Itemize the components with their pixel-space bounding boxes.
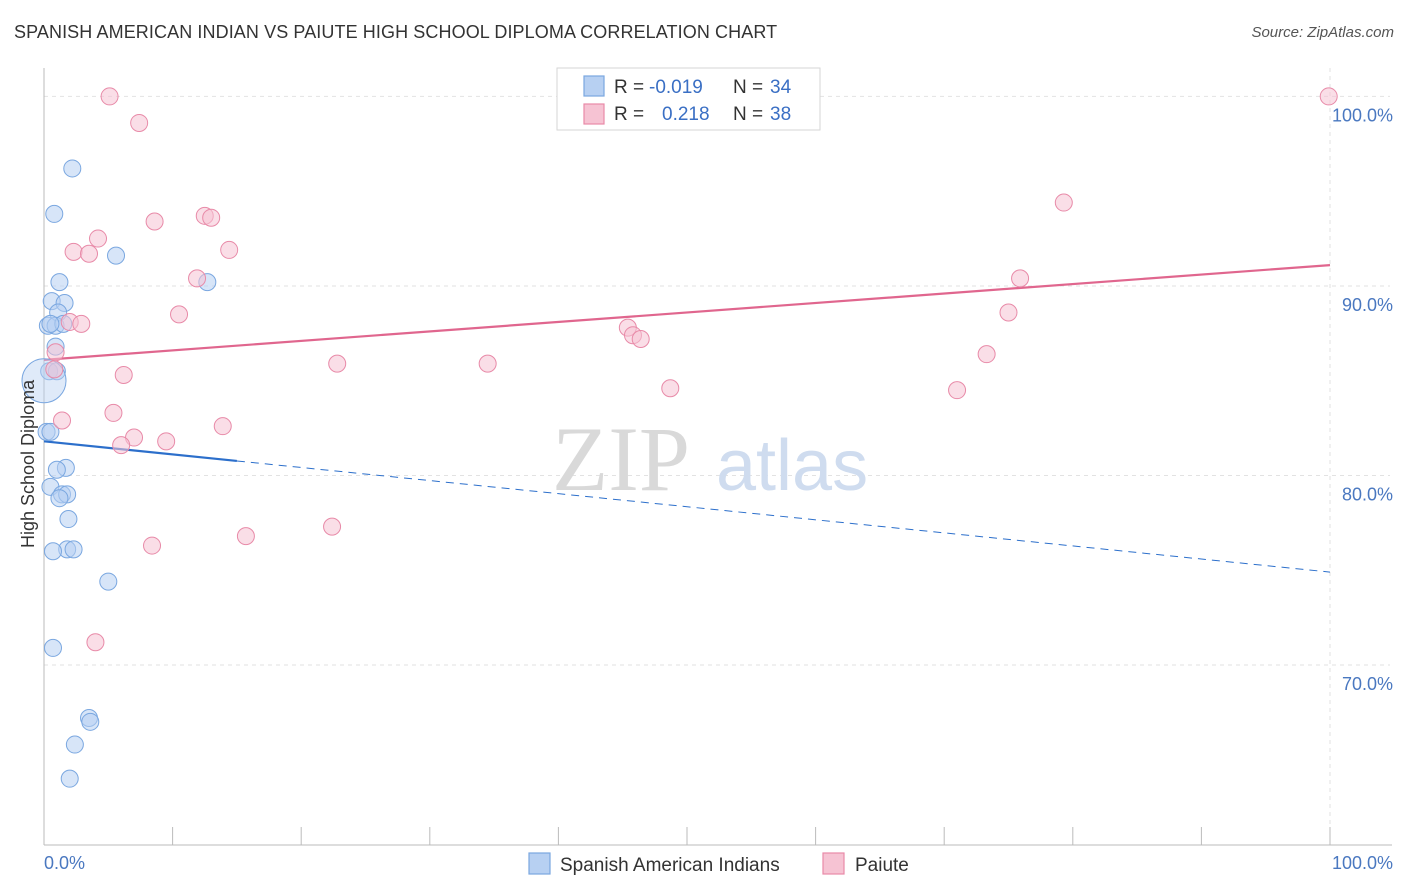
point-spanish-american-indians	[45, 204, 64, 223]
point-spanish-american-indians	[41, 314, 60, 333]
point-spanish-american-indians	[50, 489, 69, 508]
legend-n-value: 34	[770, 77, 792, 98]
point-paiute	[72, 314, 91, 333]
legend-swatch-pink	[583, 103, 605, 125]
point-paiute	[89, 229, 108, 248]
point-paiute	[130, 113, 149, 132]
bottom-legend-swatch-pink	[822, 852, 845, 875]
point-paiute	[157, 432, 176, 451]
bottom-legend-label-paiute: Paiute	[855, 855, 909, 876]
x-tick-label: 0.0%	[44, 853, 85, 873]
trend-line-spanish-american-indians-extrapolated	[236, 460, 1331, 573]
point-spanish-american-indians	[44, 542, 63, 561]
y-axis-title: High School Diploma	[18, 379, 38, 548]
point-paiute	[188, 269, 207, 288]
point-paiute	[170, 305, 189, 324]
watermark: ZIP atlas	[552, 408, 868, 510]
point-paiute	[202, 208, 221, 227]
y-tick-label: 80.0%	[1342, 484, 1393, 504]
point-spanish-american-indians	[65, 735, 84, 754]
point-paiute	[145, 212, 164, 231]
legend-n-value: 38	[770, 104, 791, 125]
point-paiute	[46, 343, 65, 362]
bottom-legend-label-spanish-american-indians: Spanish American Indians	[560, 855, 780, 876]
point-paiute	[977, 345, 996, 364]
trend-lines	[43, 263, 1331, 573]
point-paiute	[220, 240, 239, 259]
point-spanish-american-indians	[81, 712, 100, 731]
point-paiute	[104, 403, 123, 422]
point-spanish-american-indians	[60, 769, 79, 788]
legend-r-label: R =	[614, 104, 644, 125]
legend-r-value: -0.019	[649, 77, 703, 98]
point-paiute	[86, 633, 105, 652]
point-paiute	[948, 381, 967, 400]
point-paiute	[236, 527, 255, 546]
point-paiute	[143, 536, 162, 555]
point-paiute	[100, 87, 119, 106]
watermark-atlas: atlas	[716, 426, 868, 506]
point-spanish-american-indians	[41, 422, 60, 441]
bottom-legend-swatch-blue	[528, 852, 551, 875]
stats-legend: R = -0.019 N = 34 R = 0.218 N = 38	[556, 67, 821, 131]
series-legend: Spanish American Indians Paiute	[528, 852, 909, 876]
y-tick-label: 90.0%	[1342, 295, 1393, 315]
point-paiute	[328, 354, 347, 373]
point-paiute	[631, 330, 650, 349]
point-paiute	[45, 360, 64, 379]
point-spanish-american-indians	[99, 572, 118, 591]
point-spanish-american-indians	[44, 638, 63, 657]
y-tick-label: 70.0%	[1342, 674, 1393, 694]
data-points	[21, 87, 1338, 788]
point-paiute	[1319, 87, 1338, 106]
point-paiute	[1054, 193, 1073, 212]
point-paiute	[661, 379, 680, 398]
x-tick-labels: 0.0% 100.0%	[44, 853, 1393, 873]
legend-r-value: 0.218	[662, 104, 710, 125]
point-spanish-american-indians	[50, 273, 69, 292]
axes	[43, 68, 1392, 846]
point-paiute	[213, 417, 232, 436]
point-paiute	[478, 354, 497, 373]
point-paiute	[80, 244, 99, 263]
point-paiute	[114, 366, 133, 385]
point-paiute	[112, 436, 131, 455]
point-spanish-american-indians	[47, 460, 66, 479]
point-paiute	[999, 303, 1018, 322]
legend-n-label: N =	[733, 77, 763, 98]
point-spanish-american-indians	[64, 540, 83, 559]
point-paiute	[64, 242, 83, 261]
y-tick-label: 100.0%	[1332, 105, 1393, 125]
watermark-zip: ZIP	[552, 408, 690, 510]
point-paiute	[323, 517, 342, 536]
point-spanish-american-indians	[107, 246, 126, 265]
point-paiute	[1011, 269, 1030, 288]
point-spanish-american-indians	[59, 510, 78, 529]
y-tick-labels: 70.0% 80.0% 90.0% 100.0%	[1332, 105, 1393, 694]
trend-line-paiute	[43, 263, 1331, 361]
x-tick-label: 100.0%	[1332, 853, 1393, 873]
point-paiute	[53, 411, 72, 430]
point-spanish-american-indians	[63, 159, 82, 178]
legend-n-label: N =	[733, 104, 763, 125]
source-label: Source: ZipAtlas.com	[1251, 24, 1394, 41]
chart-title: SPANISH AMERICAN INDIAN VS PAIUTE HIGH S…	[14, 22, 778, 42]
legend-r-label: R =	[614, 77, 644, 98]
legend-swatch-blue	[583, 75, 605, 97]
trend-line-spanish-american-indians	[43, 440, 238, 463]
